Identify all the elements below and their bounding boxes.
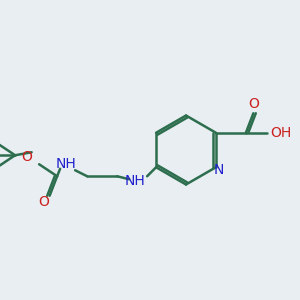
Text: NH: NH <box>56 157 76 171</box>
Text: O: O <box>22 150 33 164</box>
Text: O: O <box>38 195 49 209</box>
Text: OH: OH <box>270 126 291 140</box>
Text: O: O <box>248 97 259 111</box>
Text: N: N <box>214 163 224 177</box>
Text: NH: NH <box>125 174 146 188</box>
